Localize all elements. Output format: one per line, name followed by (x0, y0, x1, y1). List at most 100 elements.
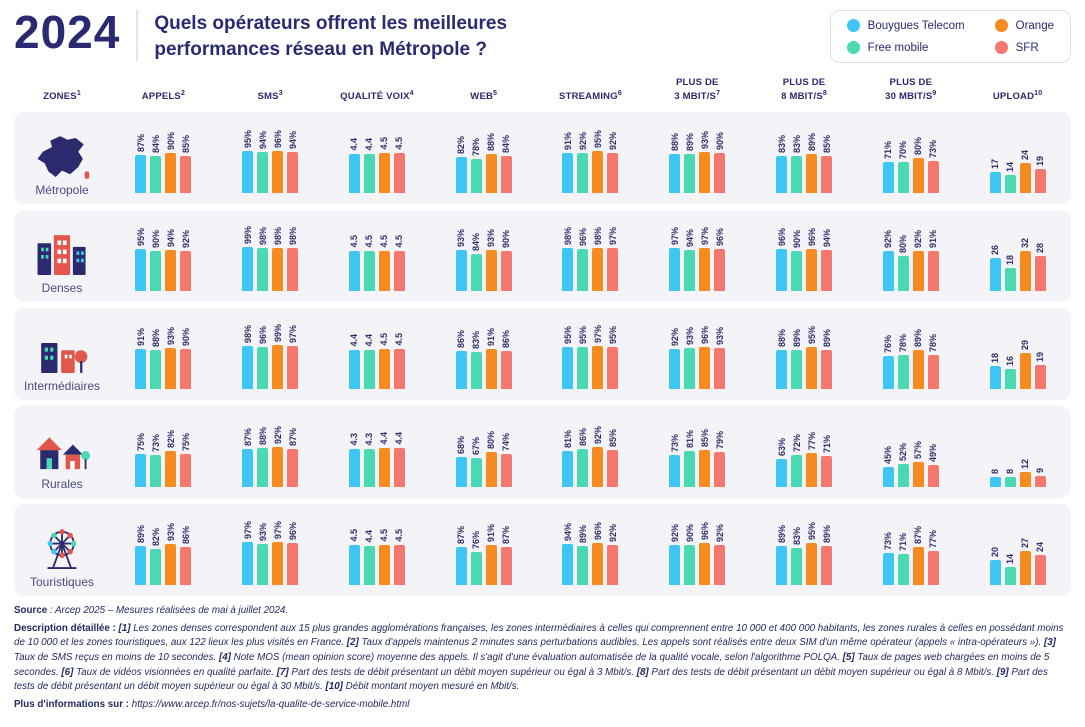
bar-value-label: 90% (150, 229, 161, 248)
bar-value-label: 93% (257, 522, 268, 541)
bar-orange (592, 345, 604, 389)
bar-group-appels: 95% 90% 94% 92% (110, 210, 217, 302)
bar-group-plus-de-8-mbit-s: 83% 83% 89% 85% (751, 112, 858, 204)
bar-bouygues-telecom (989, 365, 1001, 389)
bar-value-label: 76% (471, 530, 482, 549)
zone-cell: Touristiques (14, 504, 110, 596)
bar-cell: 72% (791, 433, 803, 487)
bar-cell: 12 (1019, 459, 1031, 487)
bar-value-label: 97% (287, 324, 298, 343)
bar-bouygues-telecom (669, 247, 681, 291)
bar-cell: 94% (821, 229, 833, 291)
columns-header: ZONES1 APPELS2 SMS3 QUALITÉ VOIX4 WEB5 STREAM… (14, 77, 1071, 104)
column-header-label: PLUS DE 8 MBIT/S (781, 77, 826, 103)
bar-value-label: 87% (287, 427, 298, 446)
bar-value-label: 98% (592, 226, 603, 245)
info-link[interactable]: https://www.arcep.fr/nos-sujets/la-quali… (131, 698, 410, 710)
column-header-label: ZONES (43, 91, 77, 103)
bar-value-label: 4.4 (379, 432, 390, 445)
bar-value-label: 72% (791, 433, 802, 452)
bar-sfr (607, 544, 619, 585)
bar-sfr (714, 451, 726, 487)
bar-cell: 92% (669, 524, 681, 585)
description-text: [1] Les zones denses correspondent aux 1… (14, 622, 1064, 693)
bar-orange (806, 542, 818, 585)
bar-value-label: 4.4 (364, 334, 375, 347)
bar-bouygues-telecom (562, 543, 574, 585)
bar-value-label: 89% (577, 524, 588, 543)
bar-value-label: 96% (577, 227, 588, 246)
bar-cell: 96% (714, 228, 726, 291)
bar-cell: 4.5 (393, 137, 405, 193)
bar-group-upload: 18 16 29 19 (964, 308, 1071, 400)
bar-value-label: 73% (150, 433, 161, 452)
bar-sfr (714, 248, 726, 291)
zone-cell: Métropole (14, 112, 110, 204)
bar-value-label: 89% (821, 524, 832, 543)
bar-cell: 19 (1034, 352, 1046, 389)
bar-value-label: 19 (1035, 155, 1046, 166)
bar-value-label: 32 (1020, 237, 1031, 248)
description-marker: [2] (346, 637, 359, 649)
bar-cell: 89% (776, 525, 788, 585)
bar-value-label: 67% (471, 436, 482, 455)
bar-value-label: 94% (257, 130, 268, 149)
bar-cell: 63% (776, 438, 788, 487)
column-header-sup: 1 (76, 90, 81, 98)
bar-bouygues-telecom (989, 171, 1001, 193)
column-header-sms: SMS3 (217, 89, 324, 104)
bar-cell: 49% (927, 444, 939, 487)
bar-cell: 8 (1004, 469, 1016, 487)
bar-free-mobile (470, 551, 482, 585)
bar-group-streaming: 94% 89% 96% 92% (537, 504, 644, 596)
bar-orange (272, 344, 284, 389)
bar-orange (485, 451, 497, 487)
bar-value-label: 99% (242, 225, 253, 244)
bar-free-mobile (897, 255, 909, 291)
bar-cell: 4.4 (348, 138, 360, 193)
bar-value-label: 71% (898, 532, 909, 551)
bar-cell: 57% (912, 441, 924, 487)
bar-value-label: 97% (699, 226, 710, 245)
bar-value-label: 73% (669, 433, 680, 452)
bar-cell: 80% (485, 431, 497, 487)
bar-bouygues-telecom (882, 161, 894, 193)
bar-value-label: 88% (257, 426, 268, 445)
bar-value-label: 83% (791, 134, 802, 153)
bar-cell: 97% (592, 325, 604, 389)
bar-bouygues-telecom (669, 544, 681, 585)
bar-cell: 71% (897, 532, 909, 585)
zone-row-interm-diaires: Intermédiaires 91% 88% 93% 90% 98% 96% 99% 97% 4.… (14, 307, 1071, 400)
bar-cell: 96% (699, 326, 711, 389)
bar-value-label: 92% (592, 425, 603, 444)
bar-cell: 81% (562, 430, 574, 487)
bar-free-mobile (577, 448, 589, 487)
legend: Bouygues Telecom Orange Free mobile SFR (829, 10, 1071, 63)
dense-city-icon (33, 231, 91, 279)
bar-group-upload: 26 18 32 28 (964, 210, 1071, 302)
bar-value-label: 93% (714, 326, 725, 345)
bar-orange (165, 450, 177, 487)
bar-value-label: 83% (471, 330, 482, 349)
bar-group-appels: 91% 88% 93% 90% (110, 308, 217, 400)
bar-group-sms: 98% 96% 99% 97% (217, 308, 324, 400)
bar-value-label: 89% (821, 328, 832, 347)
bar-value-label: 28 (1035, 242, 1046, 253)
bar-cell: 95% (806, 326, 818, 389)
bar-free-mobile (684, 153, 696, 193)
bar-value-label: 29 (1020, 339, 1031, 350)
bar-cell: 91% (135, 328, 147, 389)
bar-cell: 93% (455, 229, 467, 291)
column-header-sup: 4 (409, 90, 414, 98)
bar-orange (165, 347, 177, 389)
bar-sfr (821, 545, 833, 585)
bar-cell: 92% (607, 132, 619, 193)
column-header-sup: 3 (278, 90, 283, 98)
france-map-icon (33, 133, 91, 181)
bar-bouygues-telecom (455, 249, 467, 291)
bar-free-mobile (257, 346, 269, 389)
bar-sfr (821, 349, 833, 389)
bar-cell: 73% (882, 532, 894, 585)
bar-cell: 95% (577, 326, 589, 389)
